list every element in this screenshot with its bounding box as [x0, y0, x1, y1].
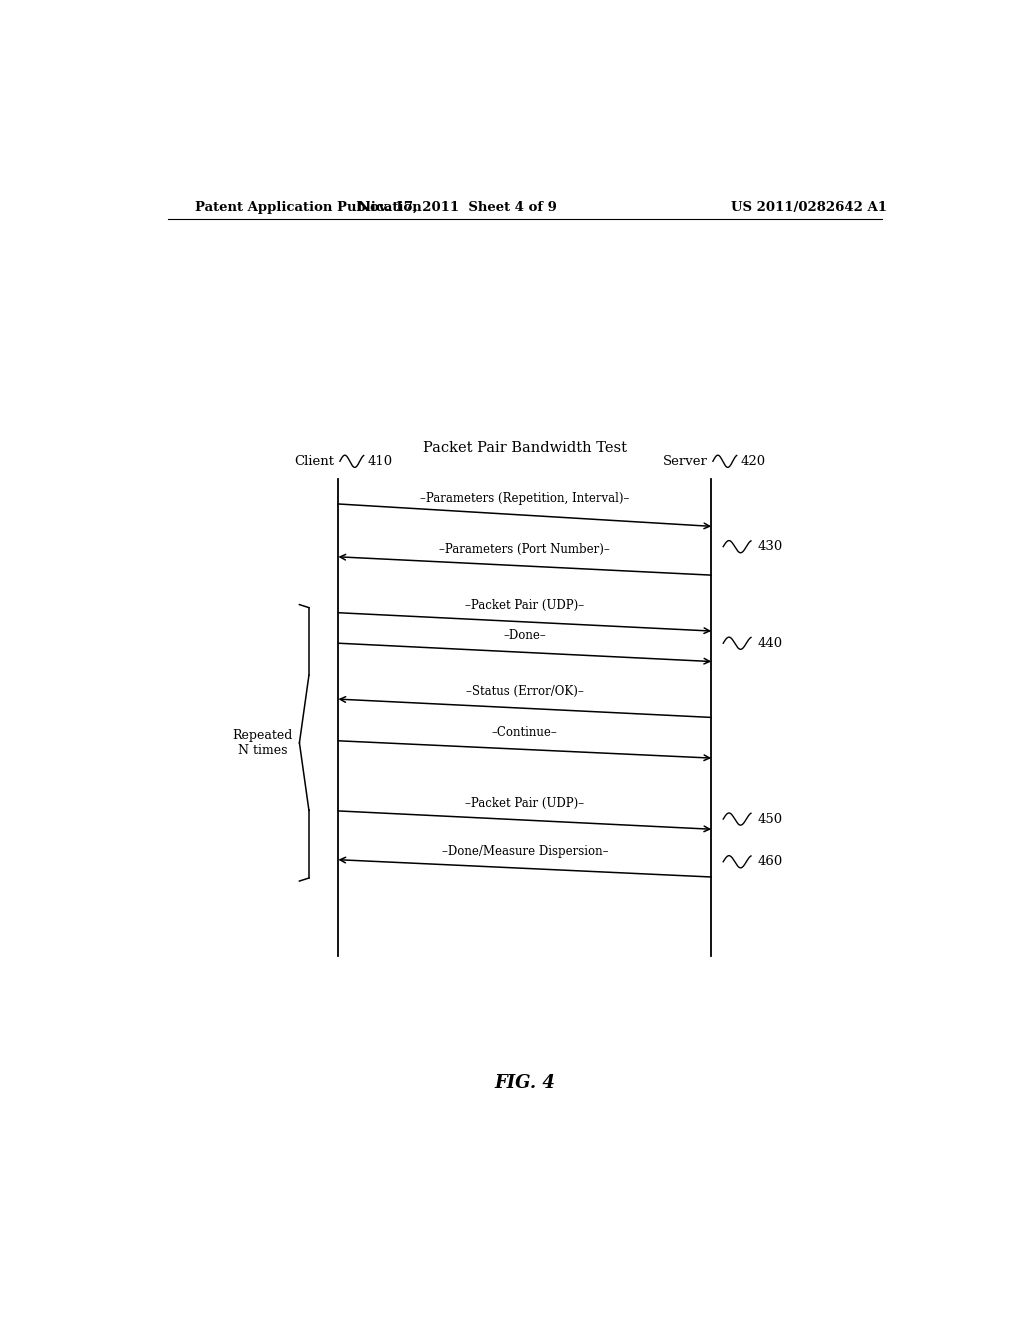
- Text: FIG. 4: FIG. 4: [495, 1074, 555, 1093]
- Text: –Done–: –Done–: [504, 630, 546, 643]
- Text: Nov. 17, 2011  Sheet 4 of 9: Nov. 17, 2011 Sheet 4 of 9: [358, 201, 557, 214]
- Text: 450: 450: [758, 813, 782, 825]
- Text: 420: 420: [740, 455, 766, 467]
- Text: –Done/Measure Dispersion–: –Done/Measure Dispersion–: [441, 845, 608, 858]
- Text: Patent Application Publication: Patent Application Publication: [196, 201, 422, 214]
- Text: Packet Pair Bandwidth Test: Packet Pair Bandwidth Test: [423, 441, 627, 455]
- Text: US 2011/0282642 A1: US 2011/0282642 A1: [731, 201, 887, 214]
- Text: 440: 440: [758, 636, 782, 649]
- Text: –Packet Pair (UDP)–: –Packet Pair (UDP)–: [465, 797, 585, 810]
- Text: Repeated
N times: Repeated N times: [232, 729, 293, 756]
- Text: –Status (Error/OK)–: –Status (Error/OK)–: [466, 685, 584, 698]
- Text: Server: Server: [663, 455, 708, 467]
- Text: –Parameters (Repetition, Interval)–: –Parameters (Repetition, Interval)–: [420, 492, 630, 506]
- Text: Client: Client: [294, 455, 334, 467]
- Text: 460: 460: [758, 855, 782, 869]
- Text: –Continue–: –Continue–: [492, 726, 558, 739]
- Text: 410: 410: [368, 455, 393, 467]
- Text: –Packet Pair (UDP)–: –Packet Pair (UDP)–: [465, 599, 585, 611]
- Text: –Parameters (Port Number)–: –Parameters (Port Number)–: [439, 543, 610, 556]
- Text: 430: 430: [758, 540, 782, 553]
